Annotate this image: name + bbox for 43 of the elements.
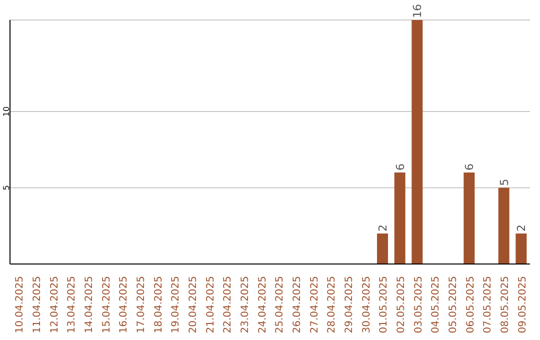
x-tick-label: 10.04.2025 (14, 276, 26, 334)
x-tick-label: 04.05.2025 (430, 276, 442, 334)
x-tick-label: 02.05.2025 (396, 276, 407, 334)
x-tick-label: 21.04.2025 (205, 276, 216, 334)
bar (498, 188, 510, 264)
x-tick-label: 22.04.2025 (222, 276, 234, 334)
bar (377, 234, 388, 264)
x-tick-label: 28.04.2025 (326, 276, 338, 334)
bar (412, 20, 423, 264)
x-tick-label: 08.05.2025 (500, 276, 511, 334)
x-tick-label: 27.04.2025 (309, 276, 320, 334)
x-tick-label: 16.04.2025 (118, 276, 130, 334)
x-tick-label: 15.04.2025 (101, 276, 112, 334)
x-tick-label: 18.04.2025 (153, 276, 164, 334)
bar (516, 234, 527, 264)
x-tick-label: 19.04.2025 (170, 276, 182, 334)
x-tick-label: 13.04.2025 (66, 276, 78, 334)
x-tick-label: 12.04.2025 (49, 276, 60, 334)
x-tick-label: 30.04.2025 (361, 276, 372, 334)
x-tick-label: 14.04.2025 (84, 276, 95, 334)
data-label: 6 (463, 164, 476, 170)
x-tick-label: 01.05.2025 (378, 276, 390, 334)
data-label: 2 (515, 224, 528, 232)
x-tick-label: 20.04.2025 (188, 276, 199, 334)
x-tick-label: 06.05.2025 (465, 276, 476, 334)
bar (394, 172, 406, 264)
x-tick-label: 07.05.2025 (482, 276, 494, 334)
x-tick-label: 29.04.2025 (344, 276, 355, 334)
x-tick-label: 11.04.2025 (32, 276, 43, 334)
data-label: 2 (376, 224, 390, 232)
data-label: 16 (411, 4, 424, 18)
x-tick-label: 17.04.2025 (136, 276, 147, 334)
x-tick-label: 25.04.2025 (274, 276, 286, 334)
data-label: 6 (394, 164, 407, 170)
data-label: 5 (498, 178, 511, 186)
x-tick-label: 24.04.2025 (257, 276, 268, 334)
x-tick-label: 03.05.2025 (413, 276, 424, 334)
y-tick-label: 10 (2, 106, 11, 117)
x-tick-label: 26.04.2025 (292, 276, 303, 334)
x-tick-label: 05.05.2025 (448, 276, 459, 334)
x-tick-label: 09.05.2025 (517, 276, 528, 334)
x-tick-label: 23.04.2025 (240, 276, 251, 334)
bar (464, 172, 475, 264)
